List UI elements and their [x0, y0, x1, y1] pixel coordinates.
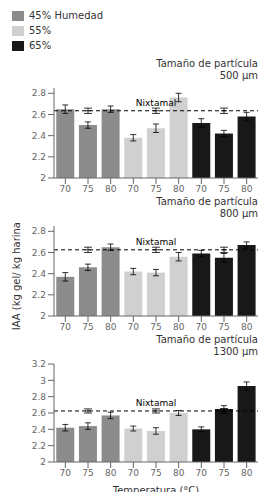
- svg-text:80: 80: [105, 322, 117, 332]
- svg-text:75: 75: [218, 184, 229, 194]
- svg-text:Temperatura (°C): Temperatura (°C): [112, 485, 200, 492]
- svg-text:2.6: 2.6: [32, 408, 47, 418]
- svg-text:2.4: 2.4: [32, 269, 47, 279]
- svg-text:2: 2: [40, 311, 46, 321]
- svg-text:Nixtamal: Nixtamal: [136, 398, 176, 408]
- svg-text:2.8: 2.8: [32, 392, 47, 402]
- svg-text:70: 70: [196, 322, 208, 332]
- svg-text:70: 70: [60, 322, 72, 332]
- svg-text:75: 75: [150, 184, 161, 194]
- svg-text:2.8: 2.8: [32, 88, 47, 98]
- svg-text:75: 75: [82, 322, 93, 332]
- svg-text:70: 70: [128, 322, 140, 332]
- svg-text:80: 80: [173, 184, 185, 194]
- html-text:Tamaño de partícula 1300 μm: Tamaño de partícula 1300 μm: [156, 334, 258, 357]
- svg-text:2.2: 2.2: [32, 290, 46, 300]
- svg-text:70: 70: [128, 184, 140, 194]
- svg-text:2.6: 2.6: [32, 110, 47, 120]
- svg-text:Nixtamal: Nixtamal: [136, 98, 176, 108]
- svg-text:2.4: 2.4: [32, 131, 47, 141]
- html-text:55%: 55%: [29, 25, 52, 36]
- svg-text:3: 3: [40, 376, 46, 386]
- svg-text:2.4: 2.4: [32, 425, 47, 435]
- svg-text:2.6: 2.6: [32, 248, 47, 258]
- svg-text:75: 75: [150, 322, 161, 332]
- svg-text:80: 80: [241, 184, 253, 194]
- svg-text:80: 80: [173, 322, 185, 332]
- svg-text:80: 80: [241, 322, 253, 332]
- svg-text:2: 2: [40, 173, 46, 183]
- svg-text:75: 75: [150, 468, 161, 478]
- svg-text:75: 75: [82, 184, 93, 194]
- svg-text:80: 80: [173, 468, 185, 478]
- svg-text:70: 70: [60, 184, 72, 194]
- html-text:45% Humedad: 45% Humedad: [29, 10, 103, 21]
- html-text:IAA (kg gel/ kg harina: IAA (kg gel/ kg harina: [10, 221, 22, 331]
- html-text:Tamaño de partícula 500 μm: Tamaño de partícula 500 μm: [156, 58, 258, 81]
- svg-text:2.8: 2.8: [32, 226, 47, 236]
- svg-text:80: 80: [105, 184, 117, 194]
- svg-text:75: 75: [82, 468, 93, 478]
- svg-text:Nixtamal: Nixtamal: [136, 237, 176, 247]
- svg-text:3.2: 3.2: [32, 359, 46, 369]
- svg-text:80: 80: [241, 468, 253, 478]
- svg-text:70: 70: [196, 468, 208, 478]
- svg-text:70: 70: [196, 184, 208, 194]
- svg-text:70: 70: [128, 468, 140, 478]
- html-text:65%: 65%: [29, 40, 52, 51]
- svg-text:80: 80: [105, 468, 117, 478]
- svg-text:2: 2: [40, 457, 46, 467]
- html-text:Tamaño de partícula 800 μm: Tamaño de partícula 800 μm: [156, 196, 258, 219]
- svg-text:70: 70: [60, 468, 72, 478]
- svg-text:2.2: 2.2: [32, 441, 46, 451]
- svg-text:75: 75: [218, 468, 229, 478]
- svg-text:2.2: 2.2: [32, 152, 46, 162]
- svg-text:75: 75: [218, 322, 229, 332]
